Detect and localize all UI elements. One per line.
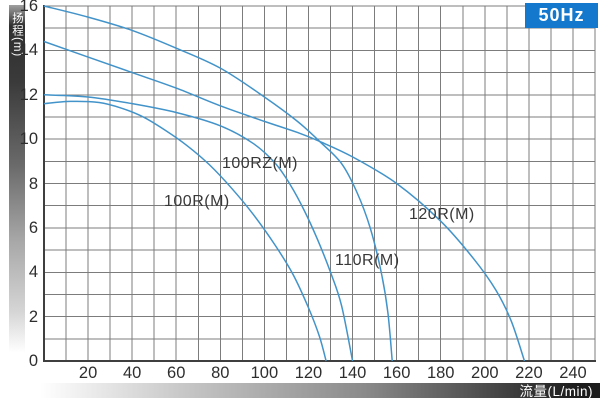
y-tick-label: 2 xyxy=(28,307,38,326)
x-tick-label: 120 xyxy=(294,364,323,382)
curve-label-100r: 100R(M) xyxy=(164,193,230,210)
y-tick-label: 12 xyxy=(19,85,38,104)
y-tick-label: 16 xyxy=(19,0,38,15)
x-tick-label: 200 xyxy=(471,364,499,382)
x-tick-label: 60 xyxy=(167,364,186,382)
y-tick-label: 4 xyxy=(28,263,38,282)
x-axis-title: 流量(L/min) xyxy=(519,384,593,399)
pump-curve-100R(M) xyxy=(43,100,327,362)
y-tick-label: 10 xyxy=(19,130,38,149)
pump-curve-100RZ(M) xyxy=(43,94,354,362)
x-tick-label: 220 xyxy=(515,364,543,382)
pump-curve-110R(M) xyxy=(43,5,393,362)
x-tick-label: 40 xyxy=(122,364,142,382)
curve-label-100rz: 100RZ(M) xyxy=(222,155,299,172)
x-tick-label: 100 xyxy=(250,364,279,382)
x-tick-label: 180 xyxy=(426,364,455,382)
pump-curve-120R(M) xyxy=(43,40,526,362)
x-tick-label: 20 xyxy=(78,364,98,382)
x-tick-label: 80 xyxy=(211,364,230,382)
y-axis-bar: 扬程(m) xyxy=(9,5,25,353)
curve-label-110r: 110R(M) xyxy=(335,252,400,269)
y-axis-title: 扬程(m) xyxy=(11,12,23,58)
frequency-badge: 50Hz xyxy=(525,3,598,28)
y-tick-label: 14 xyxy=(19,41,38,60)
y-tick-label: 0 xyxy=(28,352,38,370)
x-tick-label: 240 xyxy=(559,364,587,382)
x-tick-label: 160 xyxy=(382,364,411,382)
curve-label-120r: 120R(M) xyxy=(409,206,475,223)
x-tick-label: 140 xyxy=(338,364,367,382)
x-axis-bar: 流量(L/min) xyxy=(40,383,600,399)
y-tick-label: 6 xyxy=(28,218,38,237)
y-tick-label: 8 xyxy=(28,174,38,193)
